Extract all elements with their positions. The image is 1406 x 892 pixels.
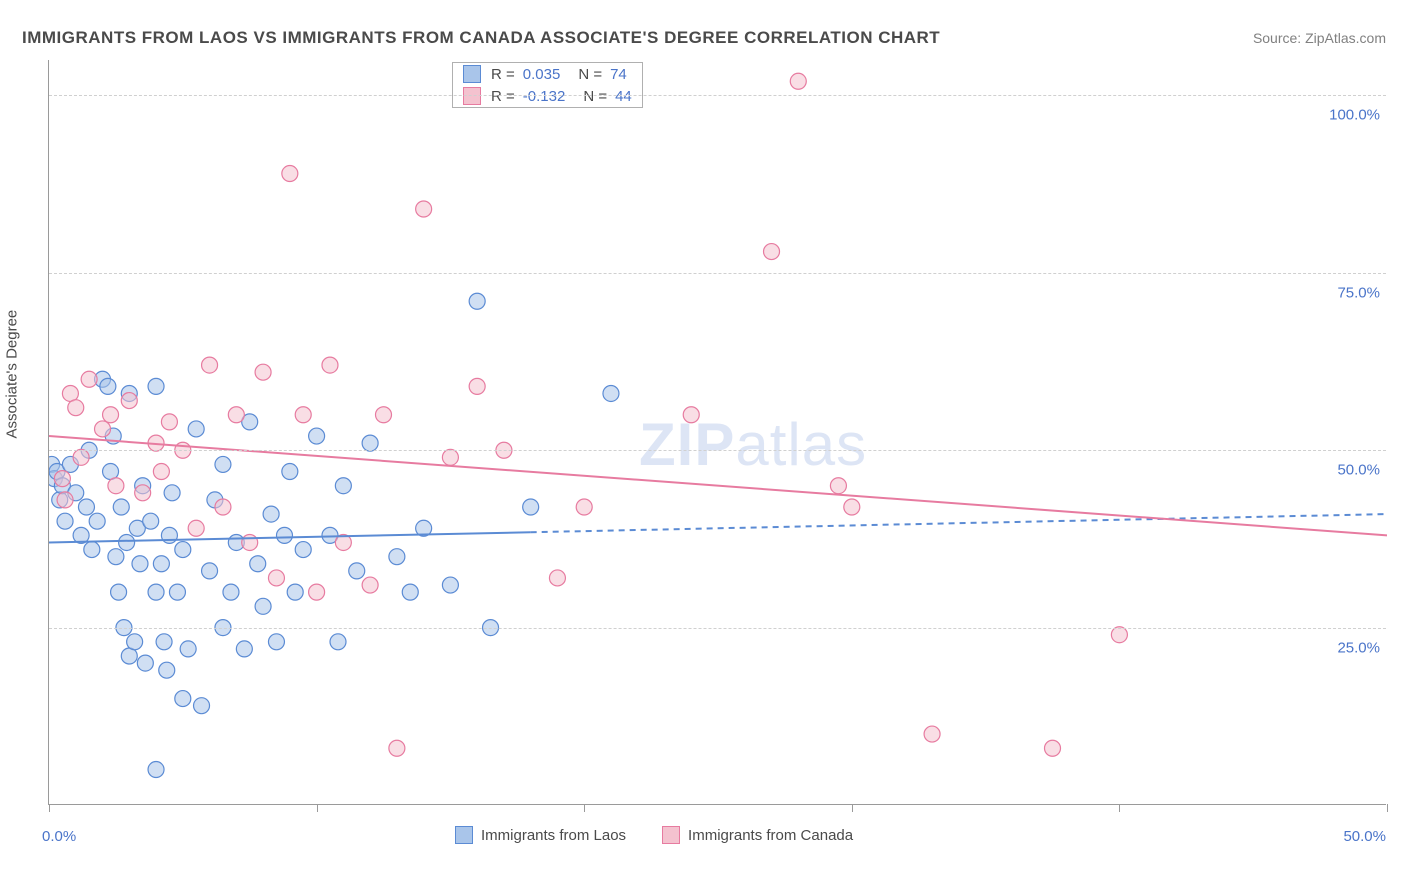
x-tick (584, 804, 585, 812)
page-title: IMMIGRANTS FROM LAOS VS IMMIGRANTS FROM … (22, 28, 940, 48)
stat-r-value: 0.035 (523, 66, 561, 83)
source-attribution: Source: ZipAtlas.com (1253, 30, 1386, 46)
x-tick (49, 804, 50, 812)
x-tick (852, 804, 853, 812)
gridline (49, 450, 1386, 451)
stat-n-label: N = (578, 66, 602, 83)
y-tick-label: 75.0% (1337, 284, 1380, 301)
legend-label: Immigrants from Laos (481, 827, 626, 844)
chart-area: ZIPatlas R = 0.035 N = 74 R = -0.132 N =… (48, 60, 1386, 805)
y-tick-label: 100.0% (1329, 107, 1380, 124)
series-legend: Immigrants from Laos Immigrants from Can… (455, 826, 853, 844)
stat-r-label: R = (491, 66, 515, 83)
y-tick-label: 50.0% (1337, 462, 1380, 479)
x-axis-max-label: 50.0% (1343, 828, 1386, 845)
x-axis-min-label: 0.0% (42, 828, 76, 845)
stat-n-value: 74 (610, 66, 627, 83)
gridline (49, 95, 1386, 96)
stat-legend: R = 0.035 N = 74 R = -0.132 N = 44 (452, 62, 643, 108)
swatch-icon (455, 826, 473, 844)
swatch-icon (463, 65, 481, 83)
y-tick-label: 25.0% (1337, 639, 1380, 656)
gridline (49, 628, 1386, 629)
swatch-icon (662, 826, 680, 844)
x-tick (1119, 804, 1120, 812)
gridline (49, 273, 1386, 274)
legend-label: Immigrants from Canada (688, 827, 853, 844)
x-tick (317, 804, 318, 812)
scatter-chart (49, 60, 1387, 805)
stat-legend-row: R = 0.035 N = 74 (453, 63, 642, 85)
x-tick (1387, 804, 1388, 812)
y-axis-title: Associate's Degree (4, 310, 21, 439)
